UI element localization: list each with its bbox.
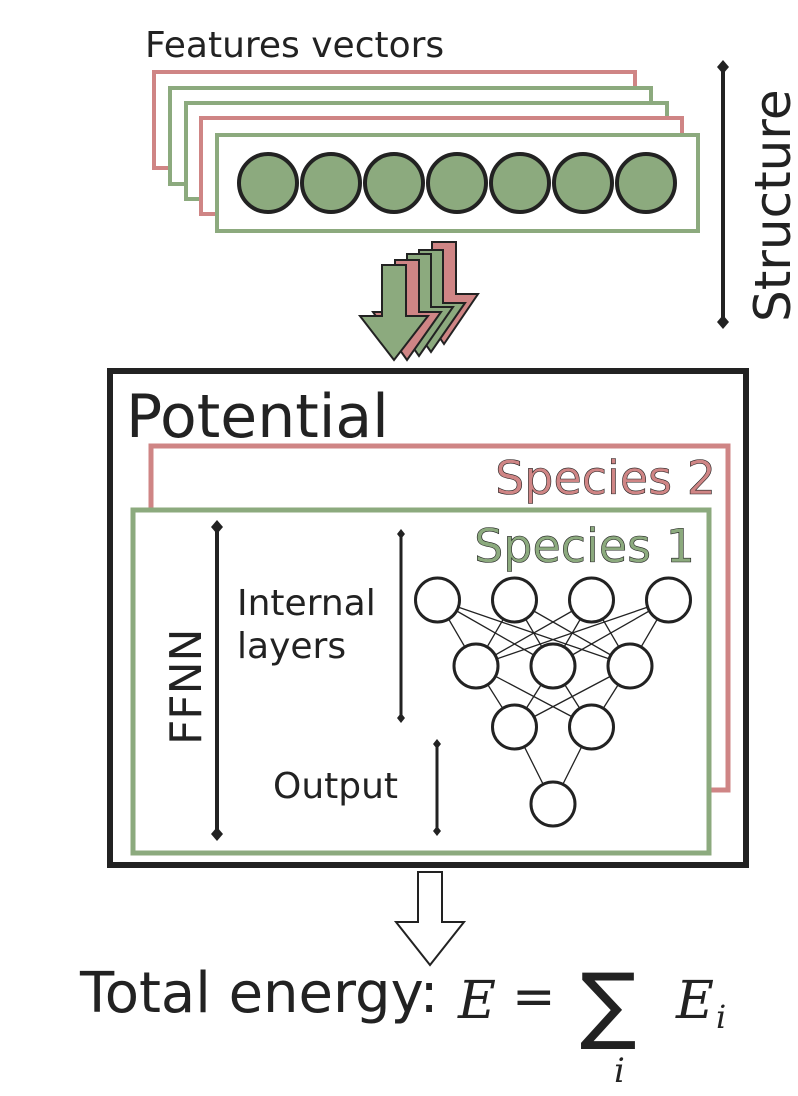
equation-term-subscript: i bbox=[716, 998, 726, 1036]
species1-label: Species 1 bbox=[474, 519, 695, 573]
output-label: Output bbox=[273, 766, 398, 807]
nn-node bbox=[491, 703, 538, 751]
feature-node bbox=[237, 152, 299, 214]
species2-label: Species 2 bbox=[495, 451, 716, 505]
nn-node bbox=[645, 576, 692, 624]
ffnn-bracket bbox=[211, 520, 223, 841]
feature-node bbox=[615, 152, 677, 214]
nn-node bbox=[568, 703, 615, 751]
features-vectors-label: Features vectors bbox=[145, 25, 444, 66]
nn-edge bbox=[475, 599, 669, 667]
feature-node bbox=[552, 152, 614, 214]
potential-label: Potential bbox=[126, 382, 389, 452]
nn-node bbox=[606, 642, 654, 690]
internal-layers-bracket bbox=[397, 529, 405, 723]
feature-node bbox=[489, 152, 551, 214]
equation-lhs: E bbox=[457, 971, 496, 1031]
feature-vector-stack bbox=[152, 70, 700, 233]
equation-sum-symbol: ∑ bbox=[580, 955, 637, 1053]
equation-term: E bbox=[675, 971, 714, 1031]
equation-equals: = bbox=[512, 967, 556, 1027]
nn-output-node bbox=[529, 780, 577, 828]
output-bracket bbox=[433, 739, 441, 836]
ffnn-label: FFNN bbox=[161, 629, 212, 745]
internal-label-line2: layers bbox=[237, 626, 346, 667]
nn-node bbox=[568, 576, 615, 624]
nn-node bbox=[491, 576, 538, 624]
feature-node bbox=[363, 152, 425, 214]
energy-equation: E = ∑ E i i bbox=[457, 955, 726, 1091]
nn-nodes bbox=[414, 576, 692, 828]
structure-label: Structure bbox=[744, 89, 798, 322]
structure-bracket bbox=[717, 60, 729, 329]
nn-node bbox=[452, 642, 500, 690]
feature-node bbox=[300, 152, 362, 214]
feature-node bbox=[426, 152, 488, 214]
feature-nodes bbox=[237, 152, 677, 214]
nn-node bbox=[414, 576, 461, 624]
equation-sum-index: i bbox=[614, 1051, 625, 1091]
stacked-arrows bbox=[357, 241, 480, 362]
output-arrow bbox=[393, 871, 467, 967]
nn-node bbox=[529, 642, 577, 690]
internal-label-line1: Internal bbox=[237, 583, 376, 624]
total-energy-label: Total energy: bbox=[79, 961, 439, 1026]
